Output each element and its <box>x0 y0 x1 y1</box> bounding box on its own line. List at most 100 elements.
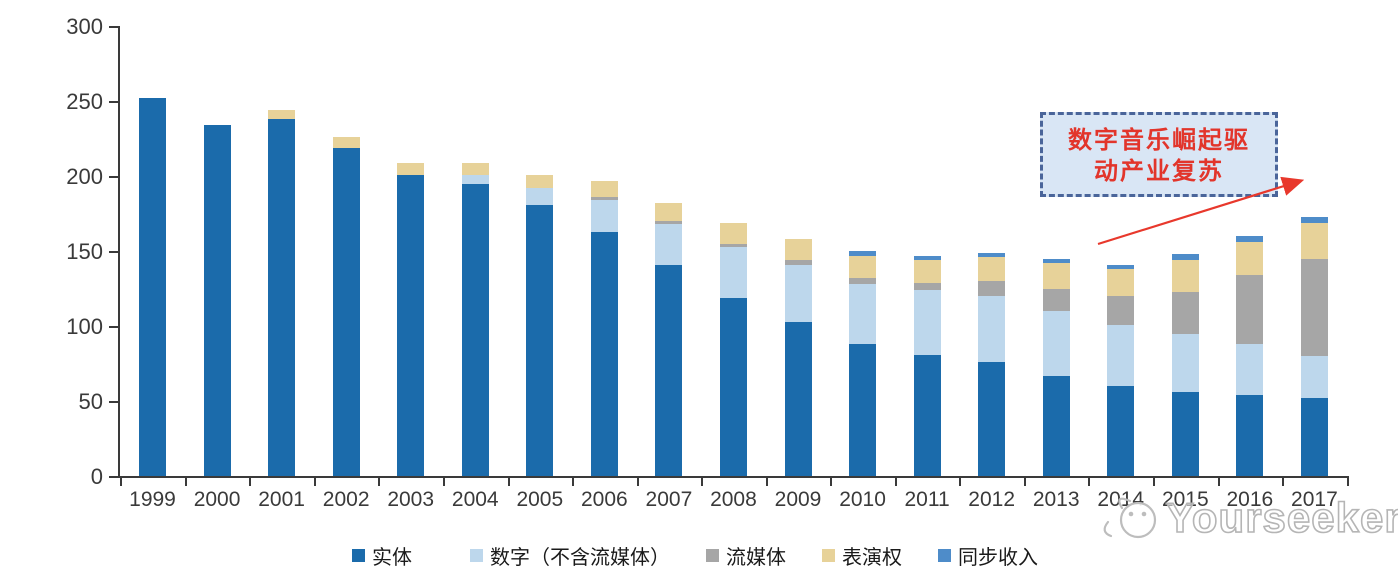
x-tick-9 <box>701 476 704 486</box>
bar-segment-2011-series2 <box>913 282 941 290</box>
y-tick-250 <box>109 101 118 103</box>
watermark: Yourseeker <box>1100 492 1398 544</box>
x-tick-3 <box>313 476 316 486</box>
x-tick-15 <box>1088 476 1091 486</box>
bar-segment-2003-series0 <box>397 174 425 476</box>
x-tick-13 <box>959 476 962 486</box>
bar-segment-2007-series0 <box>655 264 683 476</box>
x-tick-17 <box>1217 476 1220 486</box>
x-axis-label-2009: 2009 <box>774 488 822 511</box>
bar-segment-2005-series0 <box>526 204 554 476</box>
x-axis-label-2016: 2016 <box>1226 488 1274 511</box>
bar-segment-2013-series3 <box>1042 263 1070 289</box>
x-tick-4 <box>378 476 381 486</box>
bar-segment-2013-series2 <box>1042 288 1070 311</box>
x-tick-10 <box>765 476 768 486</box>
legend-label-1: 数字（不含流媒体） <box>490 545 670 569</box>
x-axis-label-2015: 2015 <box>1161 488 1209 511</box>
x-tick-6 <box>507 476 510 486</box>
bar-segment-2009-series0 <box>784 321 812 476</box>
x-axis-label-2012: 2012 <box>968 488 1015 511</box>
annotation-text-line2: 动产业复苏 <box>1094 155 1224 185</box>
bar-segment-2013-series1 <box>1042 311 1070 376</box>
x-axis-label-2005: 2005 <box>516 488 564 511</box>
bar-segment-2016-series0 <box>1236 395 1264 476</box>
y-axis-label-250: 250 <box>66 89 103 114</box>
bar-segment-2002-series0 <box>332 147 360 476</box>
x-axis-label-2007: 2007 <box>645 488 693 511</box>
x-tick-1 <box>184 476 187 486</box>
bar-segment-2016-series3 <box>1236 242 1264 275</box>
bar-segment-2008-series3 <box>719 222 747 244</box>
x-axis-line <box>118 476 1349 478</box>
bar-segment-2015-series1 <box>1171 333 1199 392</box>
y-tick-150 <box>109 251 118 253</box>
legend-label-4: 同步收入 <box>958 545 1038 569</box>
x-tick-18 <box>1282 476 1285 486</box>
x-axis-label-2004: 2004 <box>451 488 499 511</box>
bar-segment-2011-series1 <box>913 290 941 355</box>
x-axis-label-2006: 2006 <box>580 488 628 511</box>
y-tick-200 <box>109 176 118 178</box>
bar-segment-2017-series0 <box>1300 398 1328 476</box>
y-axis-label-200: 200 <box>66 164 103 189</box>
bar-segment-2017-series2 <box>1300 258 1328 356</box>
bar-segment-2016-series4 <box>1236 236 1264 242</box>
x-tick-19 <box>1346 476 1349 486</box>
x-axis-label-2010: 2010 <box>839 488 886 511</box>
x-axis-label-2003: 2003 <box>387 488 435 511</box>
bar-segment-2015-series4 <box>1171 254 1199 260</box>
bar-segment-2015-series2 <box>1171 291 1199 334</box>
legend-item-2: 流媒体 <box>706 541 786 570</box>
bar-segment-2011-series3 <box>913 260 941 283</box>
bar-segment-2007-series2 <box>655 221 683 224</box>
bar-segment-2010-series0 <box>849 344 877 476</box>
x-tick-12 <box>894 476 897 486</box>
watermark-text: Yourseeker <box>1165 493 1398 542</box>
y-axis-label-300: 300 <box>66 14 103 39</box>
bar-segment-2015-series0 <box>1171 392 1199 476</box>
legend-item-3: 表演权 <box>822 541 902 570</box>
bar-segment-2006-series0 <box>590 231 618 476</box>
y-tick-0 <box>109 476 118 478</box>
x-tick-7 <box>572 476 575 486</box>
x-axis-label-1999: 1999 <box>129 488 176 511</box>
y-tick-50 <box>109 401 118 403</box>
x-tick-16 <box>1153 476 1156 486</box>
x-tick-14 <box>1023 476 1026 486</box>
bar-segment-2016-series1 <box>1236 344 1264 395</box>
bar-segment-2012-series1 <box>978 296 1006 362</box>
legend-item-4: 同步收入 <box>938 541 1038 570</box>
y-axis-label-150: 150 <box>66 239 103 264</box>
x-axis-label-2011: 2011 <box>904 488 950 511</box>
bar-segment-2010-series1 <box>849 284 877 344</box>
x-tick-8 <box>636 476 639 486</box>
bar-segment-2011-series0 <box>913 354 941 476</box>
bar-segment-2011-series4 <box>913 255 941 260</box>
bar-segment-2010-series2 <box>849 278 877 284</box>
bar-segment-2017-series3 <box>1300 222 1328 259</box>
bar-segment-2009-series3 <box>784 239 812 260</box>
bar-segment-2012-series3 <box>978 257 1006 281</box>
bar-segment-2002-series3 <box>332 137 360 148</box>
bar-segment-2012-series2 <box>978 281 1006 296</box>
x-tick-5 <box>442 476 445 486</box>
bar-segment-2004-series3 <box>461 162 489 175</box>
bar-segment-2015-series3 <box>1171 260 1199 292</box>
bar-segment-2009-series2 <box>784 260 812 265</box>
bar-segment-2004-series0 <box>461 183 489 476</box>
bar-segment-2006-series2 <box>590 197 618 200</box>
legend-swatch-2 <box>706 549 719 562</box>
yourseeker-cat-logo-icon <box>1103 497 1157 539</box>
bar-segment-2017-series1 <box>1300 356 1328 398</box>
bar-segment-2006-series1 <box>590 200 618 232</box>
legend-label-3: 表演权 <box>842 545 902 569</box>
x-tick-11 <box>830 476 833 486</box>
bar-segment-2012-series0 <box>978 362 1006 476</box>
y-axis-label-50: 50 <box>78 389 103 414</box>
bar-segment-2005-series1 <box>526 188 554 205</box>
legend-swatch-1 <box>470 549 483 562</box>
bar-segment-2014-series0 <box>1107 386 1135 476</box>
bar-segment-2010-series3 <box>849 255 877 278</box>
